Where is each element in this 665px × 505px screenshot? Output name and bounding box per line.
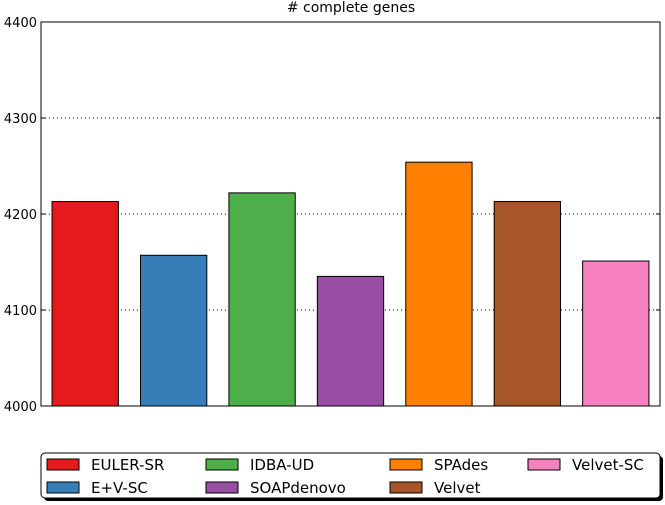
legend-swatch-spades <box>389 458 423 471</box>
y-axis-ticks: 4000 4100 4200 4300 4400 <box>4 16 660 415</box>
legend-swatch-velvet-sc <box>527 458 561 471</box>
y-tick-label: 4100 <box>4 304 37 319</box>
legend-swatch-velvet <box>389 481 423 494</box>
bar-velvet-sc <box>582 260 650 407</box>
legend-box <box>40 452 661 499</box>
bar-euler-sr <box>51 201 119 407</box>
chart-title: # complete genes <box>287 0 415 16</box>
legend-swatch-idba-ud <box>205 458 239 471</box>
legend-label-idba-ud: IDBA-UD <box>250 456 314 474</box>
legend-label-e-v-sc: E+V-SC <box>91 479 148 497</box>
legend-swatch-euler-sr <box>46 458 80 471</box>
legend-swatch-soapdenovo <box>205 481 239 494</box>
legend-label-velvet-sc: Velvet-SC <box>572 456 644 474</box>
y-tick-label: 4400 <box>4 16 37 31</box>
y-tick-label: 4300 <box>4 112 37 127</box>
legend-swatch-e-v-sc <box>46 481 80 494</box>
bar-e-v-sc <box>139 254 208 407</box>
legend-label-soapdenovo: SOAPdenovo <box>250 479 346 497</box>
legend-label-velvet: Velvet <box>434 479 481 497</box>
legend-label-spades: SPAdes <box>434 456 488 474</box>
bars <box>51 161 650 407</box>
y-tick-label: 4000 <box>4 400 37 415</box>
legend-label-euler-sr: EULER-SR <box>91 456 164 474</box>
legend: EULER-SR E+V-SC IDBA-UD SOAPdenovo SPAdes Vel… <box>40 452 663 501</box>
bar-velvet <box>493 201 562 407</box>
bar-idba-ud <box>228 192 296 407</box>
bar-soapdenovo <box>316 275 385 407</box>
y-tick-label: 4200 <box>4 208 37 223</box>
bar-spades <box>405 161 473 407</box>
